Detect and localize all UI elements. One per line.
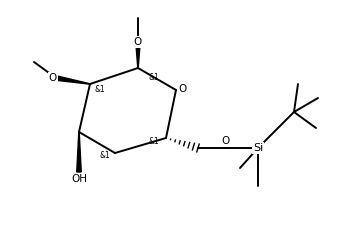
Text: Si: Si bbox=[253, 143, 263, 153]
Text: &1: &1 bbox=[100, 151, 111, 159]
Text: O: O bbox=[178, 84, 186, 94]
Text: O: O bbox=[49, 73, 57, 83]
Polygon shape bbox=[136, 42, 140, 68]
Text: OH: OH bbox=[71, 174, 87, 184]
Polygon shape bbox=[77, 132, 81, 172]
Text: O: O bbox=[222, 136, 230, 146]
Text: &1: &1 bbox=[95, 85, 105, 94]
Polygon shape bbox=[56, 76, 90, 84]
Text: &1: &1 bbox=[149, 73, 159, 82]
Text: &1: &1 bbox=[149, 137, 159, 146]
Text: O: O bbox=[134, 37, 142, 47]
